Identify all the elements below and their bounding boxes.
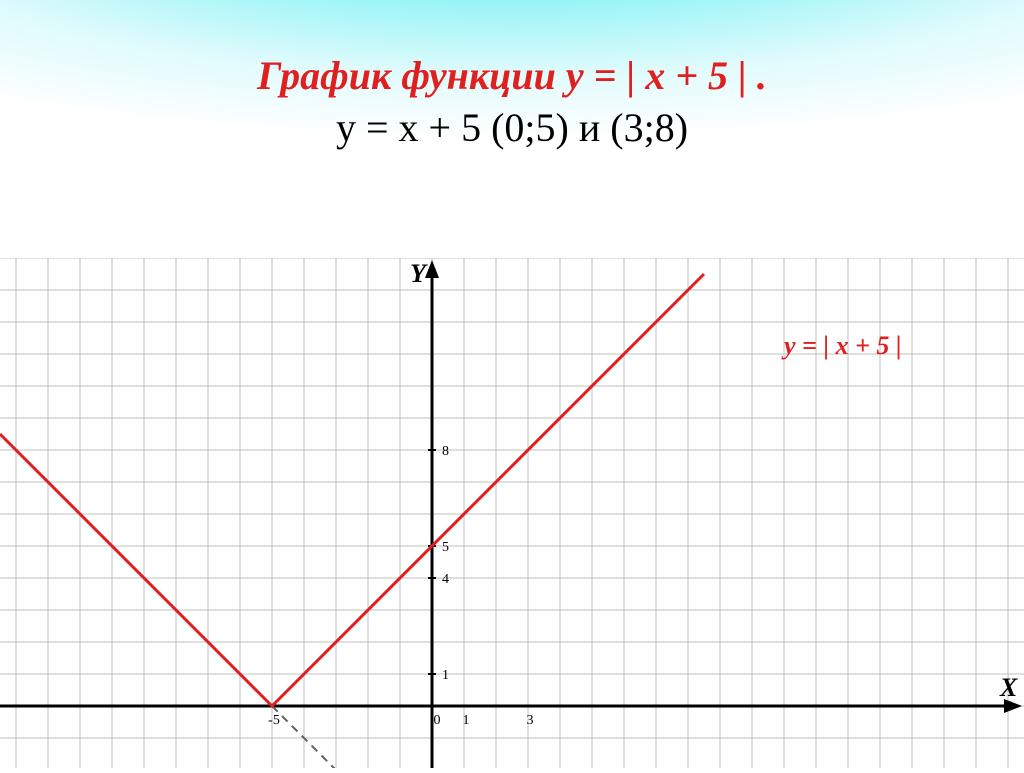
svg-text:4: 4 xyxy=(442,572,449,587)
svg-text:1: 1 xyxy=(442,668,449,683)
svg-text:1: 1 xyxy=(463,713,470,728)
svg-text:-5: -5 xyxy=(268,713,280,728)
svg-text:3: 3 xyxy=(527,713,534,728)
svg-text:y = | x + 5 |: y = | x + 5 | xyxy=(781,331,902,360)
page-subtitle: y = x + 5 (0;5) и (3;8) xyxy=(0,104,1024,151)
function-chart: Y X -5 0 1 3 1 4 5 8 y = | x + 5 | xyxy=(0,258,1024,768)
svg-text:5: 5 xyxy=(442,540,449,555)
svg-text:0: 0 xyxy=(434,713,441,728)
page-title: График функции y = | x + 5 | . xyxy=(0,52,1024,99)
svg-text:X: X xyxy=(999,673,1018,702)
svg-text:8: 8 xyxy=(442,444,449,459)
svg-text:Y: Y xyxy=(410,259,428,288)
